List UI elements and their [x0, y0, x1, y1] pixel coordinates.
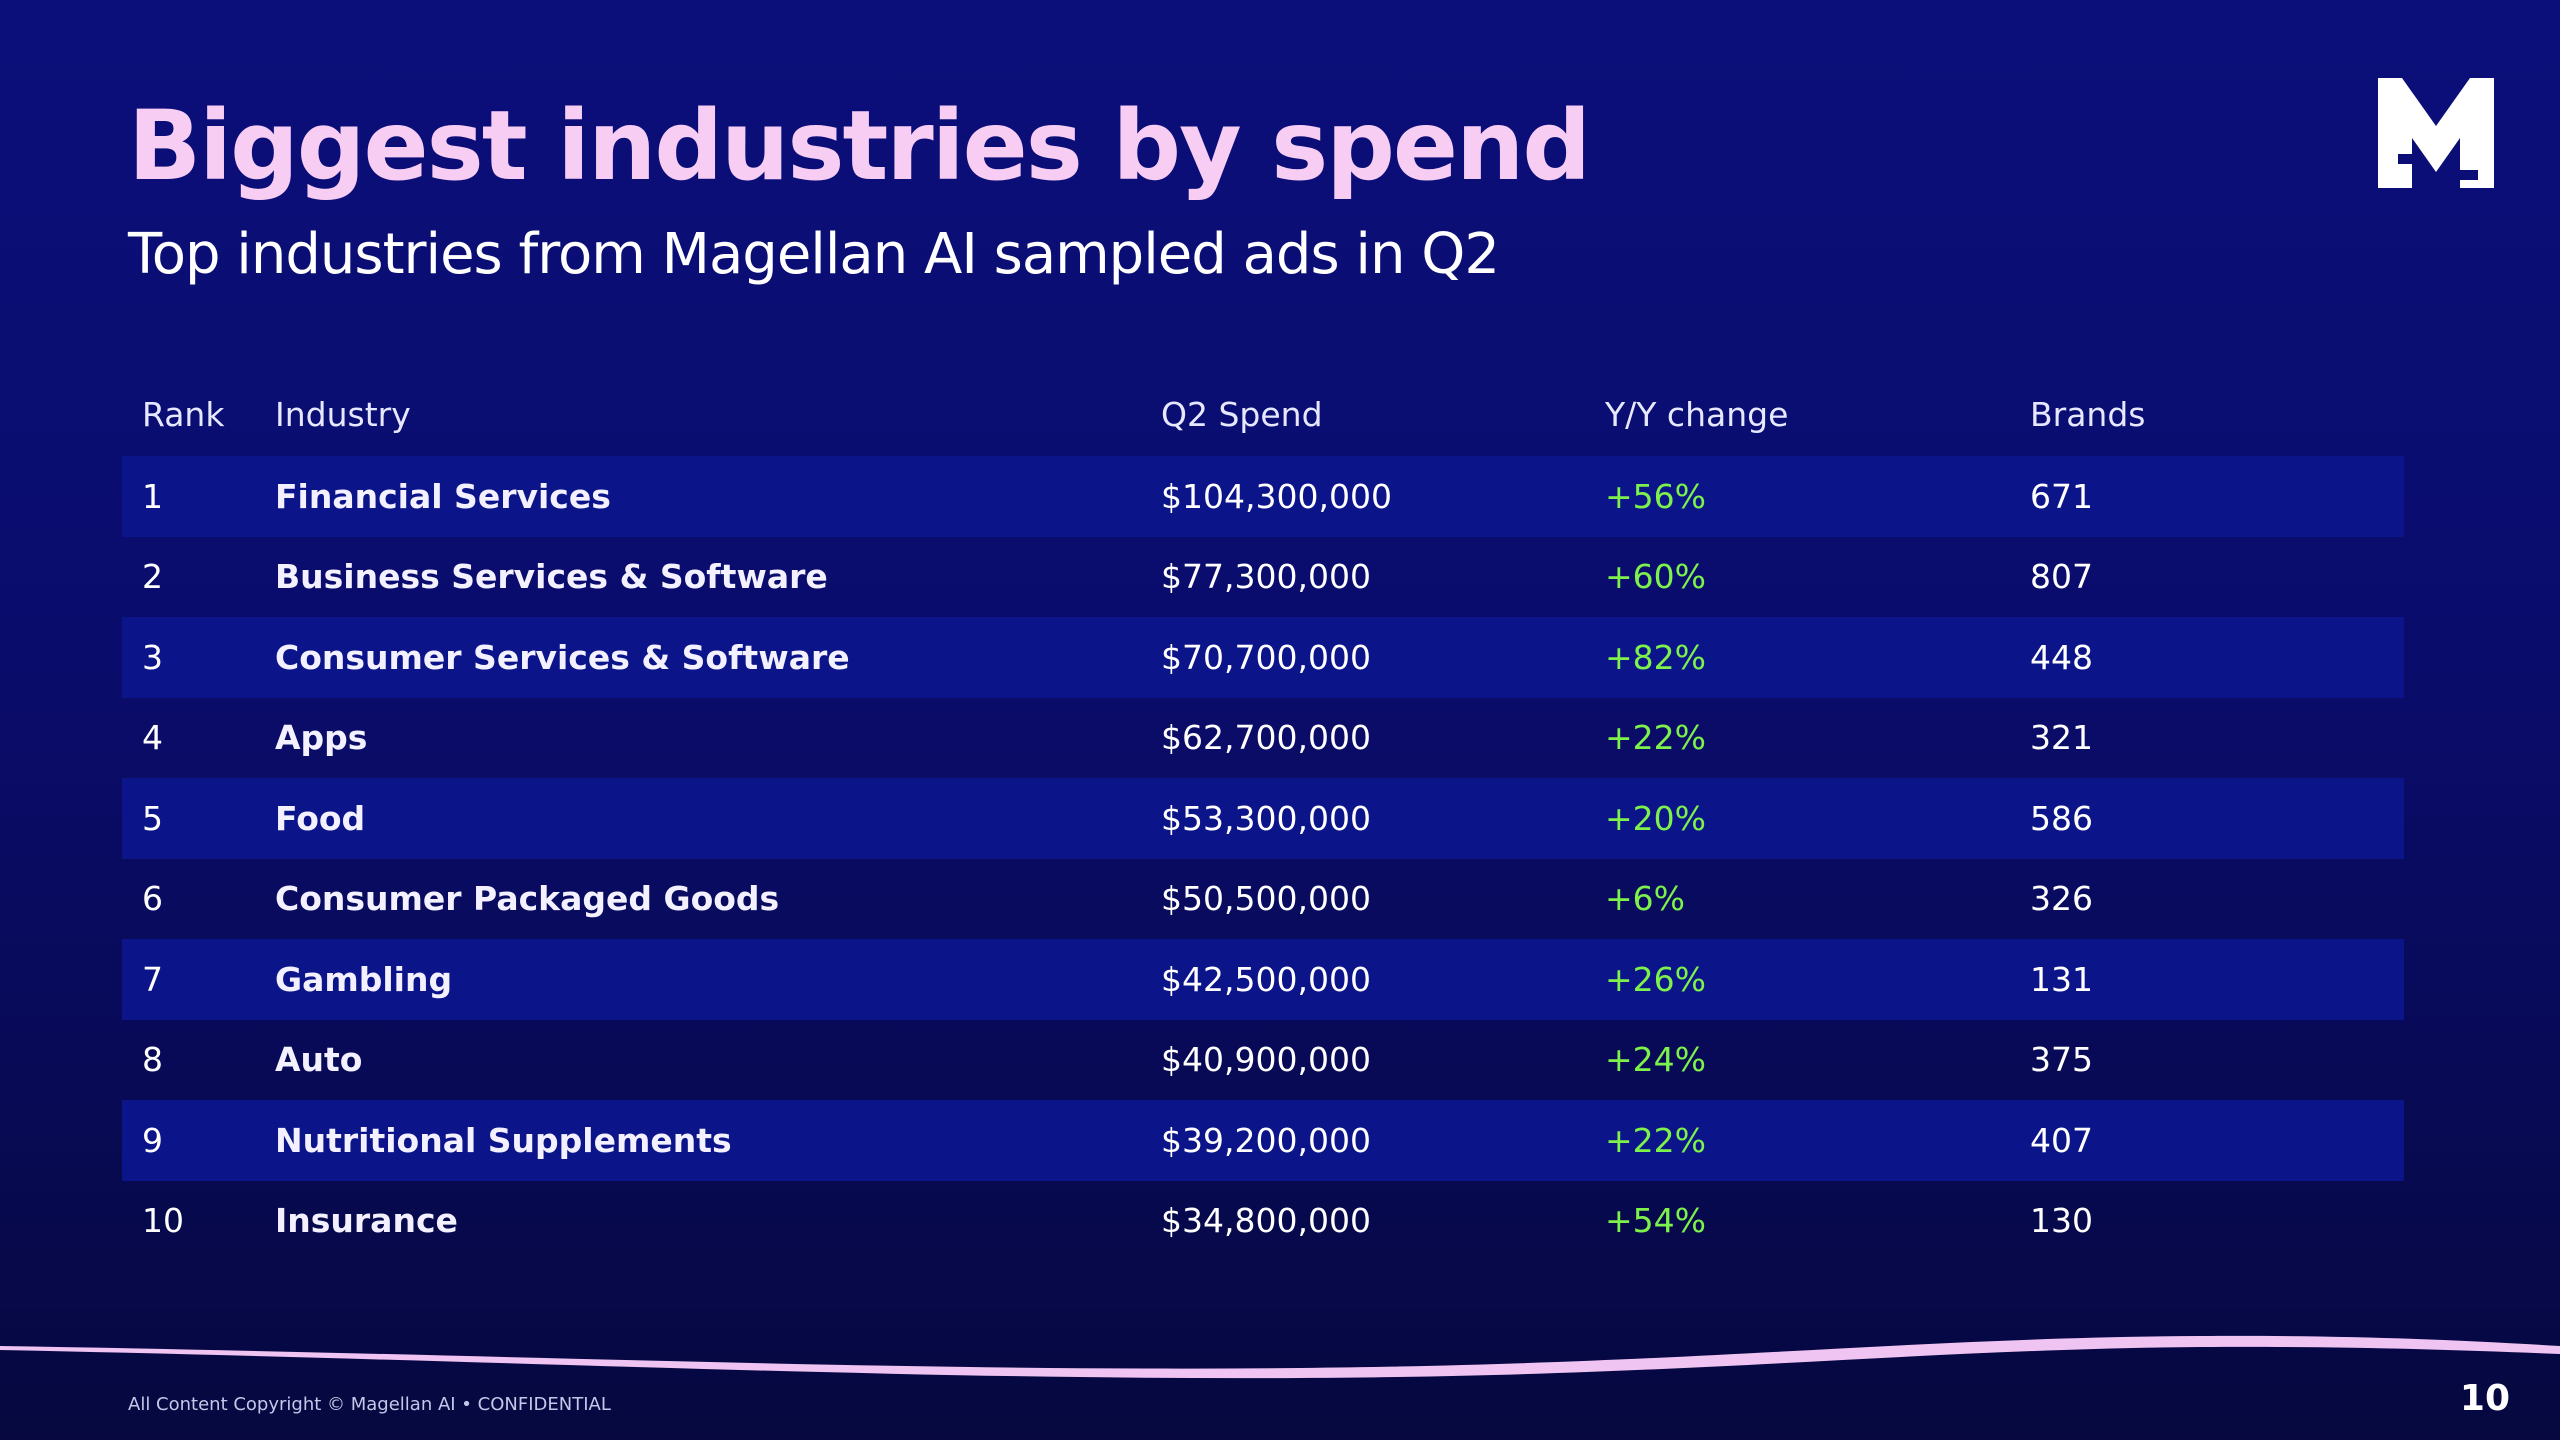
magellan-logo-icon	[2378, 78, 2494, 188]
brands-cell: 130	[2030, 1201, 2093, 1241]
change-cell: +24%	[1605, 1040, 1706, 1080]
header-brands: Brands	[2030, 394, 2146, 434]
spend-cell: $39,200,000	[1161, 1120, 1371, 1160]
industry-cell: Financial Services	[275, 476, 611, 516]
change-cell: +60%	[1605, 557, 1706, 597]
rank-cell: 6	[142, 879, 163, 919]
slide-subtitle: Top industries from Magellan AI sampled …	[128, 222, 1500, 287]
change-cell: +6%	[1605, 879, 1686, 919]
copyright-footer: All Content Copyright © Magellan AI • CO…	[128, 1394, 611, 1415]
industry-cell: Gambling	[275, 959, 453, 999]
rank-cell: 8	[142, 1040, 163, 1080]
table-row: 6 Consumer Packaged Goods $50,500,000 +6…	[122, 859, 2404, 940]
industry-cell: Insurance	[275, 1201, 458, 1241]
brands-cell: 671	[2030, 476, 2093, 516]
industries-table: Rank Industry Q2 Spend Y/Y change Brands…	[122, 372, 2404, 1261]
industry-cell: Nutritional Supplements	[275, 1120, 732, 1160]
brands-cell: 326	[2030, 879, 2093, 919]
page-number: 10	[2459, 1378, 2510, 1419]
industry-cell: Consumer Services & Software	[275, 637, 850, 677]
brands-cell: 375	[2030, 1040, 2093, 1080]
rank-cell: 2	[142, 557, 163, 597]
spend-cell: $40,900,000	[1161, 1040, 1371, 1080]
industry-cell: Apps	[275, 718, 368, 758]
brands-cell: 321	[2030, 718, 2093, 758]
change-cell: +22%	[1605, 718, 1706, 758]
spend-cell: $77,300,000	[1161, 557, 1371, 597]
spend-cell: $50,500,000	[1161, 879, 1371, 919]
spend-cell: $42,500,000	[1161, 959, 1371, 999]
industry-cell: Business Services & Software	[275, 557, 828, 597]
header-change: Y/Y change	[1605, 394, 1789, 434]
brands-cell: 586	[2030, 798, 2093, 838]
table-header-row: Rank Industry Q2 Spend Y/Y change Brands	[122, 372, 2404, 456]
footer-wave-decoration	[0, 1335, 2560, 1379]
industry-cell: Consumer Packaged Goods	[275, 879, 780, 919]
change-cell: +54%	[1605, 1201, 1706, 1241]
spend-cell: $70,700,000	[1161, 637, 1371, 677]
rank-cell: 5	[142, 798, 163, 838]
rank-cell: 7	[142, 959, 163, 999]
change-cell: +22%	[1605, 1120, 1706, 1160]
change-cell: +82%	[1605, 637, 1706, 677]
header-industry: Industry	[275, 394, 411, 434]
slide-title: Biggest industries by spend	[128, 90, 1591, 202]
table-row: 2 Business Services & Software $77,300,0…	[122, 537, 2404, 618]
spend-cell: $104,300,000	[1161, 476, 1392, 516]
header-rank: Rank	[142, 394, 225, 434]
change-cell: +56%	[1605, 476, 1706, 516]
rank-cell: 4	[142, 718, 163, 758]
header-spend: Q2 Spend	[1161, 394, 1323, 434]
table-row: 9 Nutritional Supplements $39,200,000 +2…	[122, 1100, 2404, 1181]
brands-cell: 131	[2030, 959, 2093, 999]
table-row: 8 Auto $40,900,000 +24% 375	[122, 1020, 2404, 1101]
spend-cell: $62,700,000	[1161, 718, 1371, 758]
rank-cell: 1	[142, 476, 163, 516]
brands-cell: 407	[2030, 1120, 2093, 1160]
spend-cell: $34,800,000	[1161, 1201, 1371, 1241]
table-row: 5 Food $53,300,000 +20% 586	[122, 778, 2404, 859]
table-row: 1 Financial Services $104,300,000 +56% 6…	[122, 456, 2404, 537]
rank-cell: 3	[142, 637, 163, 677]
industry-cell: Auto	[275, 1040, 363, 1080]
change-cell: +26%	[1605, 959, 1706, 999]
brands-cell: 807	[2030, 557, 2093, 597]
table-row: 7 Gambling $42,500,000 +26% 131	[122, 939, 2404, 1020]
table-row: 10 Insurance $34,800,000 +54% 130	[122, 1181, 2404, 1262]
change-cell: +20%	[1605, 798, 1706, 838]
spend-cell: $53,300,000	[1161, 798, 1371, 838]
industry-cell: Food	[275, 798, 366, 838]
table-row: 4 Apps $62,700,000 +22% 321	[122, 698, 2404, 779]
rank-cell: 9	[142, 1120, 163, 1160]
table-row: 3 Consumer Services & Software $70,700,0…	[122, 617, 2404, 698]
brands-cell: 448	[2030, 637, 2093, 677]
rank-cell: 10	[142, 1201, 184, 1241]
